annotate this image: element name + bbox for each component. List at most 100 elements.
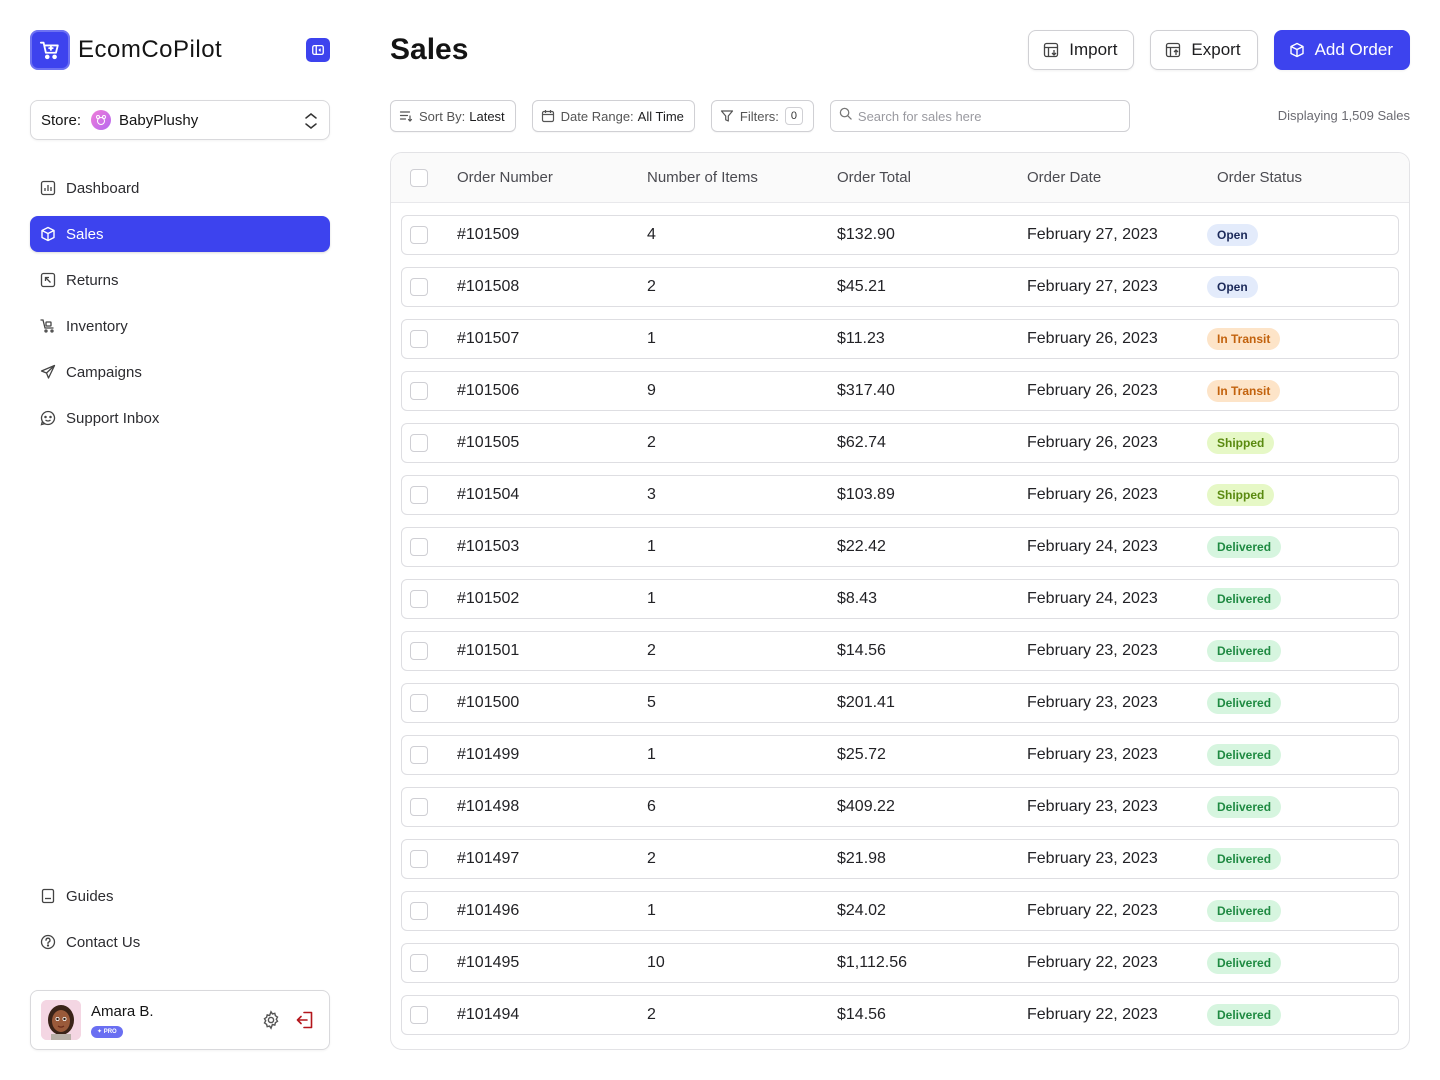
order-date: February 26, 2023 xyxy=(1027,434,1158,451)
nav-item-label: Sales xyxy=(66,225,104,243)
row-checkbox[interactable] xyxy=(410,746,428,764)
order-number[interactable]: #101502 xyxy=(457,590,520,607)
logout-icon[interactable] xyxy=(295,1010,315,1035)
table-row[interactable]: #101505 2 $62.74 February 26, 2023 Shipped xyxy=(401,423,1399,463)
return-icon xyxy=(40,272,56,288)
table-row[interactable]: #101498 6 $409.22 February 23, 2023 Delivere… xyxy=(401,787,1399,827)
table-row[interactable]: #101497 2 $21.98 February 23, 2023 Delivered xyxy=(401,839,1399,879)
row-checkbox[interactable] xyxy=(410,902,428,920)
date-range-dropdown[interactable]: Date Range: All Time xyxy=(531,100,695,132)
nav-item-guides[interactable]: Guides xyxy=(30,878,330,914)
add-order-button[interactable]: Add Order xyxy=(1273,30,1410,70)
order-date: February 27, 2023 xyxy=(1027,278,1158,295)
header-order-total[interactable]: Order Total xyxy=(837,169,911,186)
table-row[interactable]: #101501 2 $14.56 February 23, 2023 Delivered xyxy=(401,631,1399,671)
header-order-number[interactable]: Order Number xyxy=(457,169,553,186)
search-input[interactable] xyxy=(857,108,1118,124)
table-row[interactable]: #101500 5 $201.41 February 23, 2023 Delivere… xyxy=(401,683,1399,723)
order-date: February 26, 2023 xyxy=(1027,382,1158,399)
send-icon xyxy=(40,364,56,380)
add-box-icon xyxy=(1289,42,1305,58)
row-checkbox[interactable] xyxy=(410,434,428,452)
row-checkbox[interactable] xyxy=(410,642,428,660)
import-button[interactable]: Import xyxy=(1028,30,1135,70)
order-number[interactable]: #101503 xyxy=(457,538,520,555)
row-checkbox[interactable] xyxy=(410,590,428,608)
table-row[interactable]: #101508 2 $45.21 February 27, 2023 Open xyxy=(401,267,1399,307)
number-of-items: 4 xyxy=(647,226,656,243)
order-number[interactable]: #101496 xyxy=(457,902,520,919)
row-checkbox[interactable] xyxy=(410,330,428,348)
table-row[interactable]: #101494 2 $14.56 February 22, 2023 Delivered xyxy=(401,995,1399,1035)
header-order-date[interactable]: Order Date xyxy=(1027,169,1102,186)
main-content: Sales Import Export Add Order Sort By: L… xyxy=(390,30,1410,1050)
order-number[interactable]: #101498 xyxy=(457,798,520,815)
order-number[interactable]: #101508 xyxy=(457,278,520,295)
select-all-checkbox[interactable] xyxy=(410,169,428,187)
store-select[interactable]: Store: BabyPlushy xyxy=(30,100,330,140)
order-number[interactable]: #101507 xyxy=(457,330,520,347)
row-checkbox[interactable] xyxy=(410,486,428,504)
order-number[interactable]: #101504 xyxy=(457,486,520,503)
row-checkbox[interactable] xyxy=(410,278,428,296)
header-number-of-items[interactable]: Number of Items xyxy=(647,169,758,186)
pro-badge: ✦ PRO xyxy=(91,1025,123,1038)
order-number[interactable]: #101494 xyxy=(457,1006,520,1023)
order-number[interactable]: #101495 xyxy=(457,954,520,971)
cart-logo-icon xyxy=(30,30,70,70)
order-number[interactable]: #101500 xyxy=(457,694,520,711)
order-number[interactable]: #101505 xyxy=(457,434,520,451)
user-card[interactable]: Amara B. ✦ PRO xyxy=(30,990,330,1050)
nav-item-support-inbox[interactable]: Support Inbox xyxy=(30,400,330,436)
order-number[interactable]: #101499 xyxy=(457,746,520,763)
nav-item-campaigns[interactable]: Campaigns xyxy=(30,354,330,390)
table-row[interactable]: #101496 1 $24.02 February 22, 2023 Delivered xyxy=(401,891,1399,931)
number-of-items: 2 xyxy=(647,642,656,659)
row-checkbox[interactable] xyxy=(410,538,428,556)
nav-item-dashboard[interactable]: Dashboard xyxy=(30,170,330,206)
table-row[interactable]: #101499 1 $25.72 February 23, 2023 Delivered xyxy=(401,735,1399,775)
sort-dropdown[interactable]: Sort By: Latest xyxy=(390,100,516,132)
table-row[interactable]: #101502 1 $8.43 February 24, 2023 Delivered xyxy=(401,579,1399,619)
status-badge: Shipped xyxy=(1207,484,1275,506)
table-row[interactable]: #101504 3 $103.89 February 26, 2023 Shipped xyxy=(401,475,1399,515)
row-checkbox[interactable] xyxy=(410,226,428,244)
row-checkbox[interactable] xyxy=(410,1006,428,1024)
export-button[interactable]: Export xyxy=(1150,30,1258,70)
row-checkbox[interactable] xyxy=(410,382,428,400)
order-total: $132.90 xyxy=(837,226,895,243)
nav-item-label: Contact Us xyxy=(66,933,141,951)
table-row[interactable]: #101507 1 $11.23 February 26, 2023 In Transi… xyxy=(401,319,1399,359)
order-number[interactable]: #101501 xyxy=(457,642,520,659)
nav-item-inventory[interactable]: Inventory xyxy=(30,308,330,344)
search-box[interactable] xyxy=(829,100,1130,132)
table-row[interactable]: #101495 10 $1,112.56 February 22, 2023 Deliv… xyxy=(401,943,1399,983)
order-number[interactable]: #101509 xyxy=(457,226,520,243)
header-order-status[interactable]: Order Status xyxy=(1217,169,1303,186)
filters-button[interactable]: Filters: 0 xyxy=(710,100,814,132)
row-checkbox[interactable] xyxy=(410,850,428,868)
nav-item-returns[interactable]: Returns xyxy=(30,262,330,298)
order-date: February 23, 2023 xyxy=(1027,694,1158,711)
toolbar: Sort By: Latest Date Range: All Time Fil… xyxy=(390,100,1410,132)
row-checkbox[interactable] xyxy=(410,954,428,972)
nav-item-contact-us[interactable]: Contact Us xyxy=(30,924,330,960)
order-total: $11.23 xyxy=(837,330,885,347)
gear-icon[interactable] xyxy=(261,1010,281,1035)
table-row[interactable]: #101503 1 $22.42 February 24, 2023 Delivered xyxy=(401,527,1399,567)
status-badge: Delivered xyxy=(1207,744,1282,766)
order-number[interactable]: #101506 xyxy=(457,382,520,399)
number-of-items: 2 xyxy=(647,850,656,867)
date-range-value: All Time xyxy=(637,108,684,124)
collapse-sidebar-button[interactable] xyxy=(306,38,330,62)
table-row[interactable]: #101506 9 $317.40 February 26, 2023 In Trans… xyxy=(401,371,1399,411)
order-number[interactable]: #101497 xyxy=(457,850,520,867)
row-checkbox[interactable] xyxy=(410,694,428,712)
book-icon xyxy=(40,888,56,904)
nav-item-sales[interactable]: Sales xyxy=(30,216,330,252)
row-checkbox[interactable] xyxy=(410,798,428,816)
status-badge: In Transit xyxy=(1207,328,1281,350)
table-row[interactable]: #101509 4 $132.90 February 27, 2023 Open xyxy=(401,215,1399,255)
number-of-items: 1 xyxy=(647,746,656,763)
filter-icon xyxy=(720,109,734,123)
